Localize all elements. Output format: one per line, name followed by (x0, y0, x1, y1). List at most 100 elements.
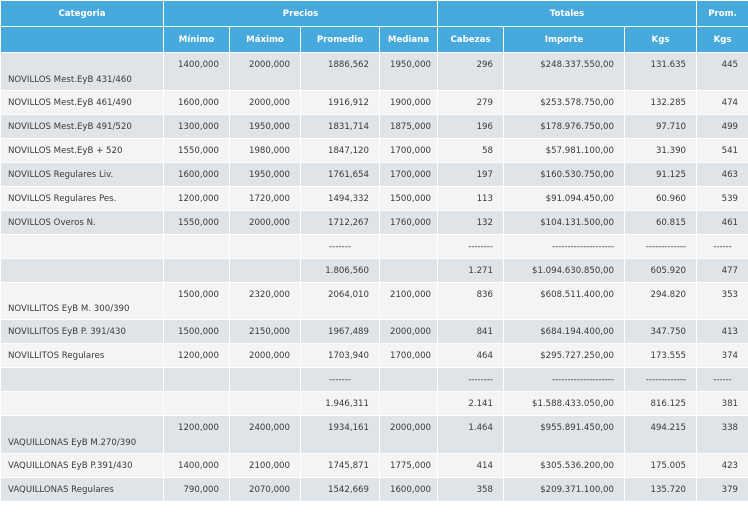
cell-minimo: 1500,000 (163, 282, 230, 320)
table-row: 1.946,311 2.141 $1.588.433.050,00 816.125 38… (0, 391, 748, 416)
cell-promedio: 1831,714 (300, 114, 380, 139)
table-row: VAQUILLONAS EyB P.391/430 1400,000 2100,00… (0, 453, 748, 478)
cell-mediana: 2100,000 (379, 282, 438, 320)
cell-cabezas: 197 (437, 162, 504, 187)
cell-minimo (163, 234, 230, 259)
cell-kgs: 132.285 (623, 90, 698, 115)
cell-maximo: 2000,000 (229, 343, 301, 368)
cell-importe: $1.588.433.050,00 (503, 391, 625, 416)
cell-maximo: 2150,000 (229, 319, 301, 344)
cell-categoria: NOVILLOS Mest.EyB + 520 (0, 138, 164, 163)
cell-maximo (229, 391, 301, 416)
table-row: NOVILLOS Mest.EyB + 520 1550,000 1980,000 1… (0, 138, 748, 163)
cell-cabezas: 464 (437, 343, 504, 368)
cell-kgs: 605.920 (623, 258, 698, 283)
cell-cabezas: 414 (437, 453, 504, 478)
cell-minimo: 1200,000 (163, 186, 230, 211)
cell-mediana: 1900,000 (379, 90, 438, 115)
cell-minimo: 1200,000 (163, 343, 230, 368)
cell-cabezas: 296 (437, 52, 504, 91)
cell-kgs: 91.125 (623, 162, 698, 187)
cell-kgs: 60.815 (623, 210, 698, 235)
table-row: NOVILLOS Regulares Pes. 1200,000 1720,000 1… (0, 186, 748, 211)
cell-importe: -------------------- (503, 367, 625, 392)
cell-kgs: 347.750 (623, 319, 698, 344)
cell-cabezas: 2.141 (437, 391, 504, 416)
header-minimo: Mínimo (163, 26, 230, 53)
cell-importe: $955.891.450,00 (503, 415, 625, 454)
cell-kgs: 494.215 (623, 415, 698, 454)
header-categoria: Categoria (0, 0, 164, 27)
cell-mediana: 1760,000 (379, 210, 438, 235)
header-group-row: Categoria Precios Totales Prom. (0, 0, 748, 27)
cell-prom-kgs: 423 (696, 453, 748, 478)
cell-maximo: 2070,000 (229, 477, 301, 502)
cell-mediana: 1700,000 (379, 162, 438, 187)
cell-minimo (163, 391, 230, 416)
cell-prom-kgs: 379 (696, 477, 748, 502)
cell-importe: $305.536.200,00 (503, 453, 625, 478)
cell-importe: -------------------- (503, 234, 625, 259)
cell-prom-kgs: 539 (696, 186, 748, 211)
cell-categoria: NOVILLOS Mest.EyB 461/490 (0, 90, 164, 115)
cell-importe: $295.727.250,00 (503, 343, 625, 368)
cell-promedio: 1847,120 (300, 138, 380, 163)
cell-maximo: 1980,000 (229, 138, 301, 163)
cell-importe: $178.976.750,00 (503, 114, 625, 139)
table-row: NOVILLOS Regulares Liv. 1600,000 1950,000 1… (0, 162, 748, 187)
market-prices-table: Categoria Precios Totales Prom. Mínimo M… (0, 0, 748, 502)
cell-minimo: 1300,000 (163, 114, 230, 139)
cell-mediana: 1875,000 (379, 114, 438, 139)
cell-minimo: 1550,000 (163, 138, 230, 163)
cell-maximo: 2400,000 (229, 415, 301, 454)
cell-cabezas: 279 (437, 90, 504, 115)
cell-kgs: 173.555 (623, 343, 698, 368)
cell-prom-kgs: 413 (696, 319, 748, 344)
cell-categoria: NOVILLOS Regulares Pes. (0, 186, 164, 211)
cell-importe: $253.578.750,00 (503, 90, 625, 115)
cell-cabezas: 836 (437, 282, 504, 320)
cell-minimo: 1600,000 (163, 162, 230, 187)
cell-mediana: 1700,000 (379, 138, 438, 163)
header-prom-kgs: Kgs (696, 26, 748, 53)
cell-maximo: 2000,000 (229, 52, 301, 91)
header-blank (0, 26, 164, 53)
cell-kgs: 135.720 (623, 477, 698, 502)
cell-minimo: 1400,000 (163, 52, 230, 91)
cell-promedio: 1761,654 (300, 162, 380, 187)
cell-prom-kgs: 477 (696, 258, 748, 283)
header-mediana: Mediana (379, 26, 438, 53)
cell-categoria (0, 234, 164, 259)
cell-importe: $104.131.500,00 (503, 210, 625, 235)
cell-prom-kgs: 499 (696, 114, 748, 139)
cell-categoria: NOVILLOS Overos N. (0, 210, 164, 235)
cell-promedio: 1712,267 (300, 210, 380, 235)
table-row: ------- -------- -------------------- -----… (0, 367, 748, 392)
table-row: NOVILLITOS EyB P. 391/430 1500,000 2150,00… (0, 319, 748, 344)
cell-cabezas: 1.271 (437, 258, 504, 283)
header-precios: Precios (163, 0, 438, 27)
cell-minimo (163, 258, 230, 283)
cell-cabezas: 841 (437, 319, 504, 344)
cell-minimo: 1550,000 (163, 210, 230, 235)
cell-promedio: 1886,562 (300, 52, 380, 91)
cell-prom-kgs: ------ (696, 367, 748, 392)
table-row: NOVILLITOS Regulares 1200,000 2000,000 1703… (0, 343, 748, 368)
cell-promedio: 1745,871 (300, 453, 380, 478)
cell-categoria (0, 367, 164, 392)
cell-promedio: 1.946,311 (300, 391, 380, 416)
cell-importe: $160.530.750,00 (503, 162, 625, 187)
table-row: ------- -------- -------------------- -----… (0, 234, 748, 259)
cell-categoria: NOVILLOS Regulares Liv. (0, 162, 164, 187)
table-row: NOVILLOS Overos N. 1550,000 2000,000 1712,2… (0, 210, 748, 235)
cell-prom-kgs: 461 (696, 210, 748, 235)
cell-maximo: 2100,000 (229, 453, 301, 478)
cell-mediana: 1775,000 (379, 453, 438, 478)
table-row: NOVILLOS Mest.EyB 491/520 1300,000 1950,00… (0, 114, 748, 139)
cell-minimo (163, 367, 230, 392)
cell-promedio: 1.806,560 (300, 258, 380, 283)
cell-categoria: NOVILLOS Mest.EyB 491/520 (0, 114, 164, 139)
cell-categoria: NOVILLITOS EyB M. 300/390 (0, 282, 164, 320)
header-importe: Importe (503, 26, 625, 53)
cell-importe: $91.094.450,00 (503, 186, 625, 211)
